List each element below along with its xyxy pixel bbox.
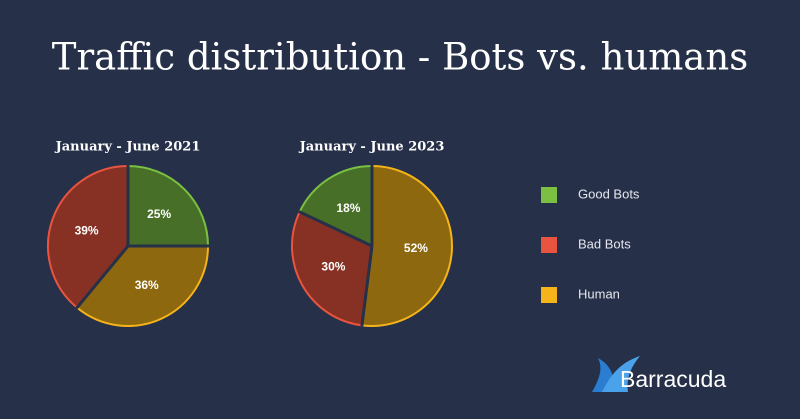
slice-divider <box>360 245 374 327</box>
legend-swatch <box>541 287 557 303</box>
data-label: 52% <box>404 241 428 255</box>
pie-slice <box>360 164 453 327</box>
pie-slice <box>298 164 373 248</box>
legend-label: Human <box>578 286 620 301</box>
data-label: 30% <box>321 259 345 273</box>
pie-slice <box>47 164 129 310</box>
legend-label: Good Bots <box>578 186 640 201</box>
page-title: Traffic distribution - Bots vs. humans <box>52 36 748 79</box>
legend-swatch <box>541 187 557 203</box>
slice-divider <box>298 210 373 248</box>
pie-slice <box>291 210 374 327</box>
slice-divider <box>75 245 130 310</box>
data-label: 25% <box>147 207 171 221</box>
pie-slice <box>127 164 210 247</box>
logo-mark <box>602 356 640 392</box>
pie-title: January - June 2021 <box>55 140 201 155</box>
brand-name: Barracuda <box>620 366 726 392</box>
legend-swatch <box>541 237 557 253</box>
logo: Barracuda <box>592 356 726 392</box>
pie-title: January - June 2023 <box>299 140 445 155</box>
data-label: 18% <box>336 201 360 215</box>
data-label: 36% <box>135 278 159 292</box>
pie-slice <box>75 245 210 327</box>
legend-label: Bad Bots <box>578 236 631 251</box>
data-label: 39% <box>75 223 99 237</box>
